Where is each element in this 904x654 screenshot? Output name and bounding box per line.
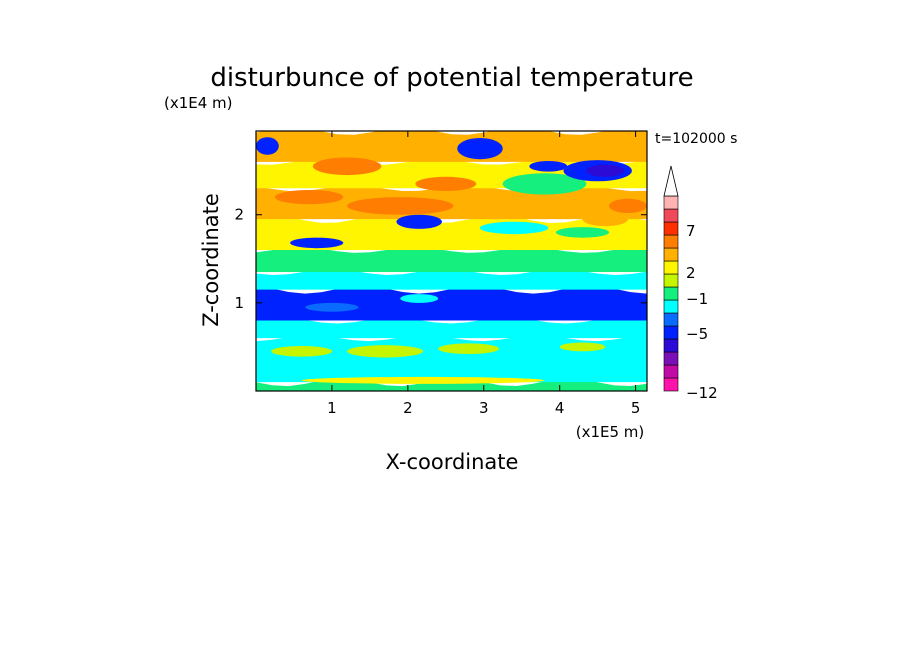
colorbar-label: −1 <box>686 290 708 308</box>
y-tick-label: 1 <box>234 294 244 312</box>
contour-feature <box>559 342 606 352</box>
colorbar-arrow <box>663 165 679 197</box>
contour-feature <box>609 198 647 213</box>
contour-feature <box>555 227 610 238</box>
x-tick-label: 4 <box>555 399 565 417</box>
contour-feature <box>347 345 424 358</box>
contour-feature <box>396 214 443 229</box>
colorbar-swatch <box>663 286 679 301</box>
colorbar-swatch <box>663 195 679 210</box>
contour-feature <box>502 173 587 195</box>
contour-feature <box>347 197 454 215</box>
contour-feature <box>415 176 477 191</box>
contour-band <box>256 285 647 321</box>
colorbar-swatch <box>663 377 679 392</box>
colorbar-label: −5 <box>686 325 708 343</box>
plot-frame <box>255 130 648 392</box>
colorbar-swatch <box>663 351 679 366</box>
contour-feature <box>290 237 344 249</box>
contour-feature <box>457 138 503 160</box>
contour-feature <box>256 137 279 155</box>
colorbar-swatch <box>663 338 679 353</box>
colorbar-swatch <box>663 208 679 223</box>
colorbar-swatch <box>663 299 679 314</box>
contour-feature <box>305 302 359 312</box>
y-axis: 12 <box>234 206 647 312</box>
y-scale-label: (x1E4 m) <box>164 94 233 112</box>
contour-band <box>256 247 647 273</box>
colorbar-label: −12 <box>686 384 718 402</box>
contour-feature <box>586 164 625 177</box>
time-label: t=102000 s <box>655 131 737 147</box>
colorbar-swatch <box>663 247 679 262</box>
contour-feature <box>582 212 628 227</box>
contour-band <box>256 317 647 339</box>
contour-feature <box>274 190 344 205</box>
colorbar-swatch <box>663 221 679 236</box>
x-tick-label: 1 <box>327 399 337 417</box>
x-tick-label: 3 <box>479 399 489 417</box>
colorbar-swatch <box>663 325 679 340</box>
colorbar-swatch <box>663 312 679 327</box>
contour-band <box>256 269 647 290</box>
x-tick-label: 5 <box>631 399 641 417</box>
colorbar-swatch <box>663 234 679 249</box>
colorbar-swatch <box>663 260 679 275</box>
y-axis-label: Z-coordinate <box>199 193 223 327</box>
x-axis-label: X-coordinate <box>386 450 519 474</box>
x-tick-label: 2 <box>403 399 413 417</box>
contour-feature <box>312 157 382 176</box>
contour-feature <box>479 221 549 235</box>
y-tick-label: 2 <box>234 206 244 224</box>
contour-band <box>256 215 647 250</box>
contour-feature <box>301 376 545 384</box>
colorbar: 7 2 −1 −5 −12 <box>663 165 718 402</box>
x-axis: 1 2 3 4 5 <box>327 131 640 417</box>
colorbar-swatch <box>663 273 679 288</box>
contour-feature <box>400 294 439 303</box>
contour-field <box>256 131 647 391</box>
colorbar-swatch <box>663 364 679 379</box>
x-scale-label: (x1E5 m) <box>576 423 645 441</box>
chart-title: disturbunce of potential temperature <box>210 63 693 93</box>
colorbar-label: 2 <box>686 264 696 282</box>
contour-feature <box>438 343 499 355</box>
contour-feature <box>529 161 568 172</box>
contour-band <box>256 335 647 383</box>
contour-band <box>256 131 647 162</box>
colorbar-label: 7 <box>686 222 696 240</box>
contour-feature <box>271 346 332 357</box>
